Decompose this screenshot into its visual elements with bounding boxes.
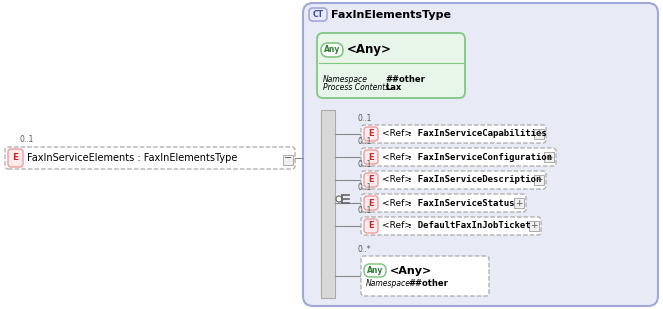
Text: <Any>: <Any> <box>347 44 392 57</box>
Text: 0..1: 0..1 <box>19 135 33 144</box>
Text: E: E <box>368 129 374 138</box>
Bar <box>514 198 524 208</box>
Text: <Any>: <Any> <box>390 265 432 276</box>
FancyBboxPatch shape <box>361 194 526 212</box>
Text: CT: CT <box>312 10 324 19</box>
Text: +: + <box>535 176 543 184</box>
Bar <box>529 221 539 231</box>
Text: <Ref>: <Ref> <box>382 129 412 138</box>
Text: FaxInElementsType: FaxInElementsType <box>331 10 451 19</box>
FancyBboxPatch shape <box>361 125 546 143</box>
Circle shape <box>336 196 342 202</box>
Text: ##other: ##other <box>408 280 448 289</box>
Text: : FaxInServiceCapabilities: : FaxInServiceCapabilities <box>407 129 547 138</box>
Text: 0..1: 0..1 <box>358 206 373 215</box>
Text: Namespace: Namespace <box>323 74 368 83</box>
Bar <box>283 155 293 165</box>
Text: 0..1: 0..1 <box>358 183 373 192</box>
Bar <box>534 175 544 185</box>
Text: +: + <box>535 129 543 138</box>
Text: Any: Any <box>367 266 383 275</box>
FancyBboxPatch shape <box>321 43 343 57</box>
Text: E: E <box>368 222 374 231</box>
Text: : FaxInServiceStatus: : FaxInServiceStatus <box>407 198 514 208</box>
Text: 0..*: 0..* <box>358 245 371 254</box>
FancyBboxPatch shape <box>364 196 378 210</box>
Text: +: + <box>545 153 553 162</box>
FancyBboxPatch shape <box>309 8 327 21</box>
FancyBboxPatch shape <box>361 217 541 235</box>
Text: : FaxInServiceConfiguration: : FaxInServiceConfiguration <box>407 153 552 162</box>
Text: Process Contents: Process Contents <box>323 83 389 92</box>
Text: E: E <box>13 154 19 163</box>
Text: −: − <box>284 153 292 163</box>
Text: Lax: Lax <box>385 83 401 92</box>
Bar <box>544 152 554 162</box>
FancyBboxPatch shape <box>8 149 23 167</box>
FancyBboxPatch shape <box>361 256 489 296</box>
Text: <Ref>: <Ref> <box>382 222 412 231</box>
FancyBboxPatch shape <box>5 147 295 169</box>
FancyBboxPatch shape <box>361 148 556 166</box>
Text: Any: Any <box>324 45 340 54</box>
FancyBboxPatch shape <box>303 3 658 306</box>
Text: +: + <box>515 198 522 208</box>
Text: E: E <box>368 153 374 162</box>
FancyBboxPatch shape <box>364 264 386 277</box>
Text: +: + <box>530 222 538 231</box>
Text: <Ref>: <Ref> <box>382 198 412 208</box>
FancyBboxPatch shape <box>364 219 378 233</box>
Text: 0..1: 0..1 <box>358 160 373 169</box>
Text: FaxInServiceElements : FaxInElementsType: FaxInServiceElements : FaxInElementsType <box>27 153 237 163</box>
Bar <box>321 110 335 298</box>
Text: ##other: ##other <box>385 74 425 83</box>
Text: E: E <box>368 176 374 184</box>
Bar <box>534 129 544 139</box>
Text: : DefaultFaxInJobTicket: : DefaultFaxInJobTicket <box>407 222 530 231</box>
Text: : FaxInServiceDescription: : FaxInServiceDescription <box>407 176 542 184</box>
FancyBboxPatch shape <box>364 173 378 187</box>
FancyBboxPatch shape <box>364 127 378 141</box>
FancyBboxPatch shape <box>317 33 465 98</box>
Text: Namespace: Namespace <box>366 280 411 289</box>
FancyBboxPatch shape <box>361 171 546 189</box>
Text: 0..1: 0..1 <box>358 114 373 123</box>
Text: <Ref>: <Ref> <box>382 153 412 162</box>
Text: <Ref>: <Ref> <box>382 176 412 184</box>
Text: 0..1: 0..1 <box>358 137 373 146</box>
Text: E: E <box>368 198 374 208</box>
FancyBboxPatch shape <box>364 150 378 164</box>
